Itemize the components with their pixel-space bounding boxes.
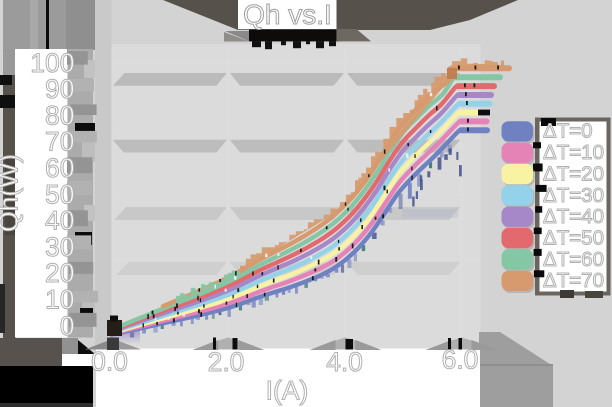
svg-text:ΔT=60: ΔT=60 — [543, 248, 604, 271]
svg-text:ΔT=40: ΔT=40 — [543, 205, 604, 228]
svg-text:ΔT=0: ΔT=0 — [543, 120, 593, 143]
svg-text:0: 0 — [60, 311, 75, 341]
svg-text:60: 60 — [45, 153, 74, 183]
svg-text:100: 100 — [30, 48, 74, 78]
svg-text:I(A): I(A) — [266, 376, 309, 406]
svg-text:ΔT=50: ΔT=50 — [543, 226, 604, 249]
svg-text:2.0: 2.0 — [208, 347, 245, 377]
svg-text:50: 50 — [45, 179, 74, 209]
svg-text:70: 70 — [45, 127, 74, 157]
svg-text:80: 80 — [45, 100, 74, 130]
svg-text:0.0: 0.0 — [91, 347, 128, 377]
svg-text:90: 90 — [45, 74, 74, 104]
svg-text:ΔT=70: ΔT=70 — [543, 269, 604, 292]
svg-text:Qh(W): Qh(W) — [0, 154, 24, 232]
svg-text:ΔT=20: ΔT=20 — [543, 162, 604, 185]
svg-text:10: 10 — [45, 285, 74, 315]
svg-text:30: 30 — [45, 232, 74, 262]
svg-text:ΔT=10: ΔT=10 — [543, 141, 604, 164]
svg-text:20: 20 — [45, 258, 74, 288]
svg-text:6.0: 6.0 — [442, 345, 479, 375]
svg-text:ΔT=30: ΔT=30 — [543, 184, 604, 207]
svg-text:40: 40 — [45, 206, 74, 236]
svg-text:Qh vs.I: Qh vs.I — [243, 0, 332, 30]
svg-text:4.0: 4.0 — [326, 347, 363, 377]
